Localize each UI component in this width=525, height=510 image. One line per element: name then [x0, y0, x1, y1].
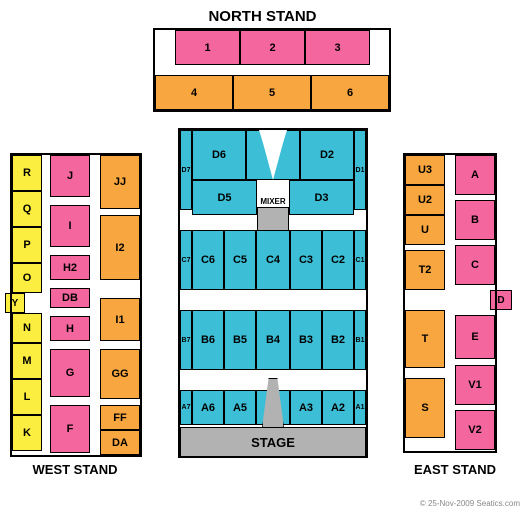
floor-a7[interactable]: A7 [180, 390, 192, 425]
west-n[interactable]: N [12, 313, 42, 343]
west-k[interactable]: K [12, 415, 42, 451]
west-g[interactable]: G [50, 349, 90, 397]
west-da[interactable]: DA [100, 430, 140, 455]
west-o[interactable]: O [12, 263, 42, 293]
east-a[interactable]: A [455, 155, 495, 195]
mixer-label: MIXER [257, 195, 289, 207]
east-b[interactable]: B [455, 200, 495, 240]
west-y[interactable]: Y [5, 293, 25, 313]
floor-b7[interactable]: B7 [180, 310, 192, 370]
floor-c3[interactable]: C3 [290, 230, 322, 290]
floor-d7[interactable]: D7 [180, 130, 192, 210]
west-m[interactable]: M [12, 343, 42, 379]
floor-b5[interactable]: B5 [224, 310, 256, 370]
floor-c7[interactable]: C7 [180, 230, 192, 290]
west-i[interactable]: I [50, 205, 90, 247]
floor-d3[interactable]: D3 [289, 180, 354, 215]
floor-b1[interactable]: B1 [354, 310, 366, 370]
floor-b4[interactable]: B4 [256, 310, 290, 370]
floor-c2[interactable]: C2 [322, 230, 354, 290]
north-5[interactable]: 5 [233, 75, 311, 110]
west-i2[interactable]: I2 [100, 215, 140, 280]
north-6[interactable]: 6 [311, 75, 389, 110]
floor-d5[interactable]: D5 [192, 180, 257, 215]
floor-a3[interactable]: A3 [290, 390, 322, 425]
floor-c6[interactable]: C6 [192, 230, 224, 290]
floor-b6[interactable]: B6 [192, 310, 224, 370]
east-t[interactable]: T [405, 310, 445, 368]
west-f[interactable]: F [50, 405, 90, 453]
north-4[interactable]: 4 [155, 75, 233, 110]
seating-chart: NORTH STAND 1 2 3 4 5 6 R Q P O Y N M L … [0, 0, 525, 510]
north-2[interactable]: 2 [240, 30, 305, 65]
west-jj[interactable]: JJ [100, 155, 140, 209]
floor-a5[interactable]: A5 [224, 390, 256, 425]
floor-d1[interactable]: D1 [354, 130, 366, 210]
floor-c1[interactable]: C1 [354, 230, 366, 290]
floor-a6[interactable]: A6 [192, 390, 224, 425]
west-j[interactable]: J [50, 155, 90, 197]
north-3[interactable]: 3 [305, 30, 370, 65]
stage: STAGE [180, 427, 366, 457]
east-t2[interactable]: T2 [405, 250, 445, 290]
west-q[interactable]: Q [12, 191, 42, 227]
north-stand-label: NORTH STAND [0, 8, 525, 25]
east-s[interactable]: S [405, 378, 445, 438]
floor-c4[interactable]: C4 [256, 230, 290, 290]
east-stand-label: EAST STAND [395, 462, 515, 477]
west-gg[interactable]: GG [100, 349, 140, 399]
west-ff[interactable]: FF [100, 405, 140, 430]
floor-b2[interactable]: B2 [322, 310, 354, 370]
east-c[interactable]: C [455, 245, 495, 285]
west-h2[interactable]: H2 [50, 255, 90, 280]
west-l[interactable]: L [12, 379, 42, 415]
floor-d6[interactable]: D6 [192, 130, 246, 180]
west-h[interactable]: H [50, 316, 90, 341]
west-db[interactable]: DB [50, 288, 90, 308]
east-v1[interactable]: V1 [455, 365, 495, 405]
east-v2[interactable]: V2 [455, 410, 495, 450]
east-e[interactable]: E [455, 315, 495, 359]
north-1[interactable]: 1 [175, 30, 240, 65]
floor-d2[interactable]: D2 [300, 130, 354, 180]
east-u[interactable]: U [405, 215, 445, 245]
floor-b3[interactable]: B3 [290, 310, 322, 370]
west-i1[interactable]: I1 [100, 298, 140, 341]
floor-c5[interactable]: C5 [224, 230, 256, 290]
east-u2[interactable]: U2 [405, 185, 445, 215]
floor-a1[interactable]: A1 [354, 390, 366, 425]
west-p[interactable]: P [12, 227, 42, 263]
east-u3[interactable]: U3 [405, 155, 445, 185]
floor-a2[interactable]: A2 [322, 390, 354, 425]
west-stand-label: WEST STAND [10, 462, 140, 477]
west-r[interactable]: R [12, 155, 42, 191]
footer-copyright: © 25-Nov-2009 Seatics.com [420, 499, 520, 508]
east-d[interactable]: D [490, 290, 512, 310]
